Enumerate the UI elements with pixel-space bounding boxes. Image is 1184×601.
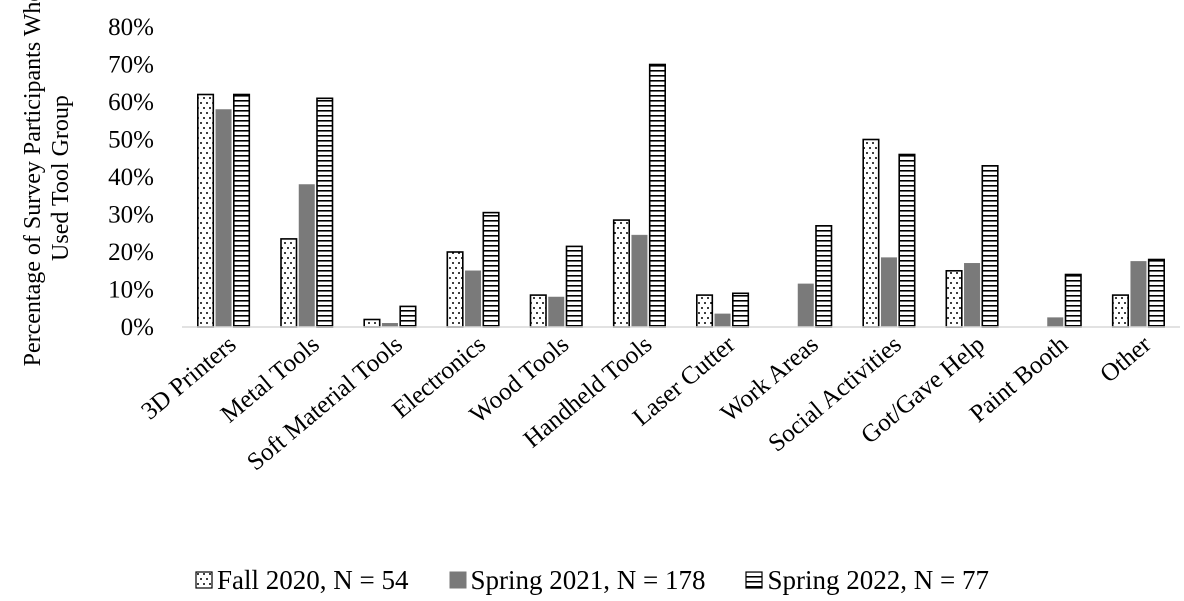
bar-chart: Percentage of Survey Participants Who Us…	[20, 0, 1180, 476]
bar-dots-2	[363, 318, 381, 328]
y-tick-label: 50%	[108, 127, 154, 154]
legend-item-spring-2022: Spring 2022, N = 77	[745, 564, 989, 596]
legend-label: Spring 2022, N = 77	[767, 564, 989, 595]
bar-hlines-7	[815, 225, 833, 328]
bar-hlines-8	[898, 153, 916, 328]
bar-solid-3	[465, 270, 482, 328]
bar-dots-5	[612, 219, 631, 328]
bar-hlines-4	[565, 245, 583, 328]
legend-item-spring-2021: Spring 2021, N = 178	[449, 564, 706, 596]
bar-hlines-5	[648, 63, 667, 328]
bar-hlines-9	[981, 165, 999, 328]
bar-solid-0	[215, 109, 232, 328]
bar-dots-11	[1111, 294, 1129, 328]
legend-item-fall-2020: Fall 2020, N = 54	[195, 564, 409, 596]
bar-hlines-3	[482, 211, 500, 328]
y-tick-label: 0%	[121, 314, 154, 341]
legend: Fall 2020, N = 54 Spring 2021, N = 178 S…	[0, 562, 1184, 598]
bar-solid-6	[714, 313, 731, 328]
x-category-label: Other	[1095, 330, 1156, 388]
bar-hlines-0	[233, 93, 251, 328]
bar-dots-0	[197, 93, 215, 328]
bar-dots-9	[945, 269, 963, 328]
legend-swatch-hlines	[745, 571, 764, 589]
bar-solid-10	[1047, 317, 1064, 328]
y-tick-label: 70%	[108, 52, 154, 79]
y-axis-label-line-1: Percentage of Survey Participants Who	[20, 0, 46, 366]
legend-swatch-dots	[195, 571, 213, 589]
y-tick-label: 20%	[108, 239, 154, 266]
bar-solid-5	[631, 234, 648, 328]
bar-hlines-2	[399, 305, 417, 328]
bar-solid-4	[548, 296, 565, 328]
bar-hlines-10	[1064, 273, 1082, 328]
y-tick-label: 10%	[108, 277, 154, 304]
bar-dots-6	[695, 294, 714, 328]
x-category-label: Soft Material Tools	[242, 331, 408, 476]
bar-dots-3	[446, 251, 464, 328]
bar-dots-1	[280, 238, 298, 328]
bar-solid-9	[964, 263, 981, 328]
y-axis-label-line-2: Used Tool Group	[48, 95, 74, 261]
legend-label: Spring 2021, N = 178	[470, 564, 706, 595]
bars	[197, 63, 1165, 328]
bar-dots-4	[529, 294, 547, 328]
bar-dots-8	[862, 138, 880, 328]
bar-hlines-11	[1147, 258, 1165, 328]
y-tick-label: 30%	[108, 202, 154, 229]
legend-label: Fall 2020, N = 54	[217, 564, 409, 595]
bar-solid-8	[880, 257, 897, 328]
y-tick-label: 40%	[108, 164, 154, 191]
y-tick-label: 80%	[108, 14, 154, 41]
y-axis-label: Percentage of Survey Participants Who Us…	[20, 0, 74, 366]
y-tick-label: 60%	[108, 89, 154, 116]
bar-hlines-6	[731, 292, 750, 328]
legend-swatch-solid	[449, 571, 466, 589]
bar-solid-11	[1130, 261, 1147, 328]
y-axis-ticks: 0% 10% 20% 30% 40% 50% 60% 70% 80%	[108, 14, 154, 341]
bar-hlines-1	[316, 97, 334, 328]
bar-solid-7	[797, 283, 814, 328]
bar-solid-1	[298, 184, 315, 328]
